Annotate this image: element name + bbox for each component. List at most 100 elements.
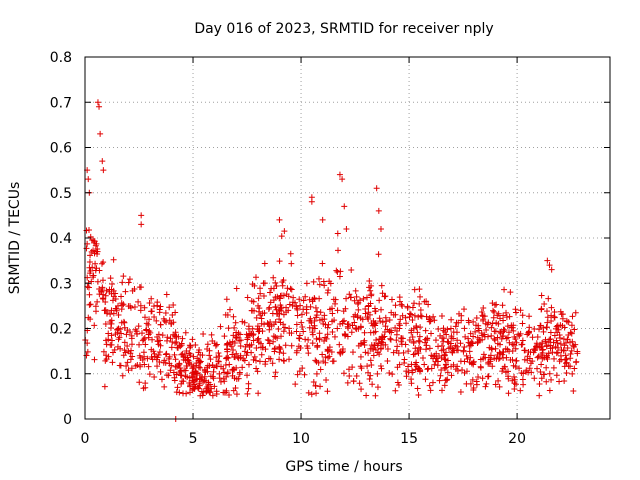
data-point-987 xyxy=(267,289,274,296)
data-point-1490 xyxy=(441,356,448,363)
data-point-454 xyxy=(128,347,135,354)
data-point-914 xyxy=(452,323,459,330)
data-point-449 xyxy=(287,250,294,257)
data-point-1592 xyxy=(503,314,510,321)
data-point-410 xyxy=(161,383,168,390)
data-point-389 xyxy=(378,365,385,372)
data-point-1576 xyxy=(411,350,418,357)
y-tick-label-0: 0 xyxy=(63,412,72,428)
data-point-258 xyxy=(192,341,199,348)
data-point-1572 xyxy=(143,326,150,333)
data-point-1259 xyxy=(113,307,120,314)
data-point-1261 xyxy=(189,374,196,381)
data-point-1542 xyxy=(112,290,119,297)
data-point-1504 xyxy=(459,366,466,373)
data-point-1223 xyxy=(353,293,360,300)
data-point-460 xyxy=(250,337,257,344)
data-point-1278 xyxy=(494,340,501,347)
data-point-909 xyxy=(262,361,269,368)
data-point-1042 xyxy=(492,381,499,388)
data-point-939 xyxy=(480,305,487,312)
data-point-540 xyxy=(328,349,335,356)
data-point-1327 xyxy=(536,380,543,387)
data-point-1426 xyxy=(452,342,459,349)
data-point-1358 xyxy=(414,329,421,336)
data-point-224 xyxy=(244,294,251,301)
data-point-213 xyxy=(230,346,237,353)
data-point-1161 xyxy=(129,353,136,360)
data-point-1517 xyxy=(453,347,460,354)
data-point-788 xyxy=(280,328,287,335)
data-point-1502 xyxy=(249,307,256,314)
data-point-1583 xyxy=(103,341,110,348)
data-point-977 xyxy=(430,355,437,362)
data-point-1250 xyxy=(237,337,244,344)
data-point-566 xyxy=(250,331,257,338)
data-point-1547 xyxy=(382,341,389,348)
data-point-929 xyxy=(103,356,110,363)
data-point-739 xyxy=(111,346,118,353)
data-point-1454 xyxy=(308,391,315,398)
data-point-1263 xyxy=(534,354,541,361)
data-point-1463 xyxy=(406,336,413,343)
data-point-1560 xyxy=(108,332,115,339)
data-point-1465 xyxy=(417,367,424,374)
data-point-949 xyxy=(267,299,274,306)
data-point-152 xyxy=(315,275,322,282)
data-point-1597 xyxy=(194,376,201,383)
data-point-749 xyxy=(355,306,362,313)
data-point-1230 xyxy=(287,285,294,292)
data-point-1536 xyxy=(386,369,393,376)
data-point-209 xyxy=(376,297,383,304)
data-point-1279 xyxy=(196,375,203,382)
data-point-873 xyxy=(325,321,332,328)
data-point-1617 xyxy=(341,203,348,210)
data-point-1384 xyxy=(357,363,364,370)
data-point-433 xyxy=(545,295,552,302)
data-point-967 xyxy=(564,336,571,343)
data-point-1289 xyxy=(472,328,479,335)
data-point-793 xyxy=(361,329,368,336)
data-point-687 xyxy=(128,332,135,339)
data-point-780 xyxy=(366,375,373,382)
data-point-1507 xyxy=(561,342,568,349)
data-point-1174 xyxy=(92,308,99,315)
data-point-809 xyxy=(538,361,545,368)
data-point-1345 xyxy=(171,374,178,381)
data-point-1129 xyxy=(415,313,422,320)
data-point-883 xyxy=(204,341,211,348)
data-point-188 xyxy=(538,375,545,382)
data-point-989 xyxy=(159,332,166,339)
data-point-2 xyxy=(492,345,499,352)
data-point-104 xyxy=(547,335,554,342)
data-point-1535 xyxy=(232,334,239,341)
data-point-1281 xyxy=(306,324,313,331)
data-point-567 xyxy=(540,328,547,335)
data-point-492 xyxy=(480,351,487,358)
data-point-1550 xyxy=(162,359,169,366)
data-point-136 xyxy=(253,365,260,372)
data-point-1244 xyxy=(105,330,112,337)
data-point-329 xyxy=(366,278,373,285)
y-tick-label-6: 0.6 xyxy=(50,141,72,157)
data-point-853 xyxy=(107,325,114,332)
data-point-354 xyxy=(505,390,512,397)
data-point-1419 xyxy=(571,365,578,372)
data-point-1088 xyxy=(480,355,487,362)
data-point-872 xyxy=(553,323,560,330)
data-point-72 xyxy=(141,314,148,321)
data-point-1330 xyxy=(406,314,413,321)
data-point-1573 xyxy=(349,364,356,371)
data-point-811 xyxy=(258,315,265,322)
data-point-885 xyxy=(225,325,232,332)
data-point-304 xyxy=(442,364,449,371)
data-point-1229 xyxy=(292,381,299,388)
data-point-175 xyxy=(168,344,175,351)
data-point-1267 xyxy=(501,363,508,370)
data-point-1295 xyxy=(221,369,228,376)
data-point-490 xyxy=(427,318,434,325)
data-point-1615 xyxy=(336,171,343,178)
data-point-680 xyxy=(110,256,117,263)
data-point-1306 xyxy=(389,371,396,378)
data-point-95 xyxy=(300,297,307,304)
